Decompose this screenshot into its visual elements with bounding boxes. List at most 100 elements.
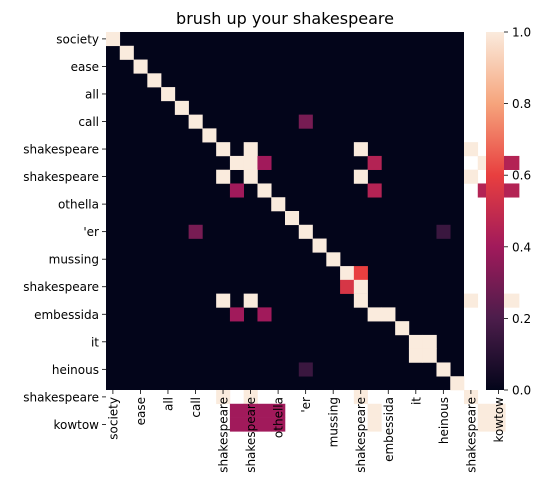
heatmap-cell [257, 403, 272, 418]
heatmap-cell [285, 211, 300, 226]
x-tick-label: it [409, 397, 423, 405]
y-tick-label: embessida [34, 308, 99, 322]
heatmap-cell [257, 417, 272, 432]
heatmap-cell [395, 321, 410, 336]
heatmap-cell [436, 362, 451, 377]
x-tick-label: mussing [327, 397, 341, 447]
heatmap-cell [477, 403, 492, 418]
heatmap-cell [464, 293, 479, 308]
heatmap-cell [243, 403, 258, 418]
colorbar-tick-label: 0.0 [512, 384, 531, 398]
colorbar-tick-label: 0.4 [512, 240, 531, 254]
heatmap-cell [229, 417, 244, 432]
heatmap-cell [367, 155, 382, 170]
heatmap-cell [216, 390, 231, 405]
x-tick-label: ease [134, 397, 148, 425]
heatmap-cell [464, 390, 479, 405]
heatmap-cell [188, 114, 203, 129]
heatmap-cell [367, 183, 382, 198]
y-tick-label: 'er [83, 225, 99, 239]
heatmap-cell [106, 32, 121, 47]
heatmap-cell [243, 293, 258, 308]
heatmap-cells [106, 32, 520, 432]
heatmap-cell [491, 403, 506, 418]
heatmap-cell [271, 403, 286, 418]
heatmap-cell [340, 266, 355, 281]
heatmap-cell [229, 403, 244, 418]
heatmap-cell [243, 390, 258, 405]
heatmap-cell [229, 155, 244, 170]
heatmap-cell [271, 417, 286, 432]
y-tick-label: society [56, 32, 99, 46]
x-tick-label: shakespeare [217, 397, 231, 473]
colorbar-tick-label: 0.2 [512, 312, 531, 326]
heatmap-cell [450, 376, 465, 391]
heatmap-cell [133, 59, 148, 74]
y-tick-label: heinous [52, 363, 99, 377]
heatmap-cell [202, 128, 217, 143]
heatmap-cell [257, 183, 272, 198]
colorbar-gradient [486, 32, 504, 390]
heatmap-cell [243, 417, 258, 432]
heatmap-cell [229, 307, 244, 322]
colorbar-tick-label: 0.8 [512, 97, 531, 111]
x-tick-label: shakespeare [464, 397, 478, 473]
heatmap-cell [505, 293, 520, 308]
heatmap-cell [464, 169, 479, 184]
heatmap-cell [408, 348, 423, 363]
heatmap-cell [408, 334, 423, 349]
x-tick-label: kowtow [492, 397, 506, 443]
heatmap-cell [257, 155, 272, 170]
y-axis: society ease all call shakespeare shakespeare… [23, 32, 106, 432]
heatmap-cell [257, 307, 272, 322]
heatmap-cell [243, 169, 258, 184]
x-tick-label: embessida [382, 397, 396, 462]
heatmap-cell [505, 183, 520, 198]
heatmap-cell [174, 100, 189, 115]
y-tick-label: shakespeare [23, 280, 99, 294]
heatmap-cell [312, 238, 327, 253]
y-tick-label: shakespeare [23, 170, 99, 184]
colorbar: 0.0 0.2 0.4 0.6 0.8 1.0 [486, 26, 531, 398]
heatmap-cell [353, 266, 368, 281]
x-tick-label: heinous [437, 397, 451, 444]
y-tick-label: othella [58, 198, 99, 212]
x-tick-label: 'er [299, 397, 313, 413]
heatmap-cell [216, 293, 231, 308]
heatmap-cell [271, 197, 286, 212]
heatmap-cell [353, 390, 368, 405]
heatmap-cell [367, 403, 382, 418]
x-tick-label: all [161, 397, 175, 411]
x-tick-label: call [189, 397, 203, 418]
y-tick-label: mussing [49, 253, 99, 267]
heatmap-cell [381, 307, 396, 322]
heatmap-cell [367, 307, 382, 322]
chart-title: brush up your shakespeare [176, 9, 394, 28]
heatmap-cell [422, 334, 437, 349]
y-tick-label: call [78, 115, 99, 129]
y-tick-label: shakespeare [23, 390, 99, 404]
heatmap-cell [353, 293, 368, 308]
heatmap-cell [353, 169, 368, 184]
heatmap-cell [464, 142, 479, 157]
y-tick-label: shakespeare [23, 143, 99, 157]
colorbar-tick-label: 0.6 [512, 169, 531, 183]
x-axis: society ease all call shakespeare shakespeare… [106, 390, 506, 473]
x-tick-label: shakespeare [244, 397, 258, 473]
x-tick-label: othella [272, 397, 286, 438]
heatmap-cell [491, 417, 506, 432]
heatmap-cell [436, 224, 451, 239]
y-tick-label: all [85, 87, 99, 101]
y-tick-label: kowtow [53, 418, 99, 432]
heatmap-cell [216, 169, 231, 184]
heatmap-cell [422, 348, 437, 363]
y-tick-label: ease [71, 60, 99, 74]
heatmap-cell [340, 279, 355, 294]
heatmap-cell [326, 252, 341, 267]
heatmap-cell [216, 142, 231, 157]
heatmap-cell [229, 183, 244, 198]
heatmap-cell [243, 155, 258, 170]
heatmap-cell [367, 417, 382, 432]
heatmap-cell [298, 224, 313, 239]
